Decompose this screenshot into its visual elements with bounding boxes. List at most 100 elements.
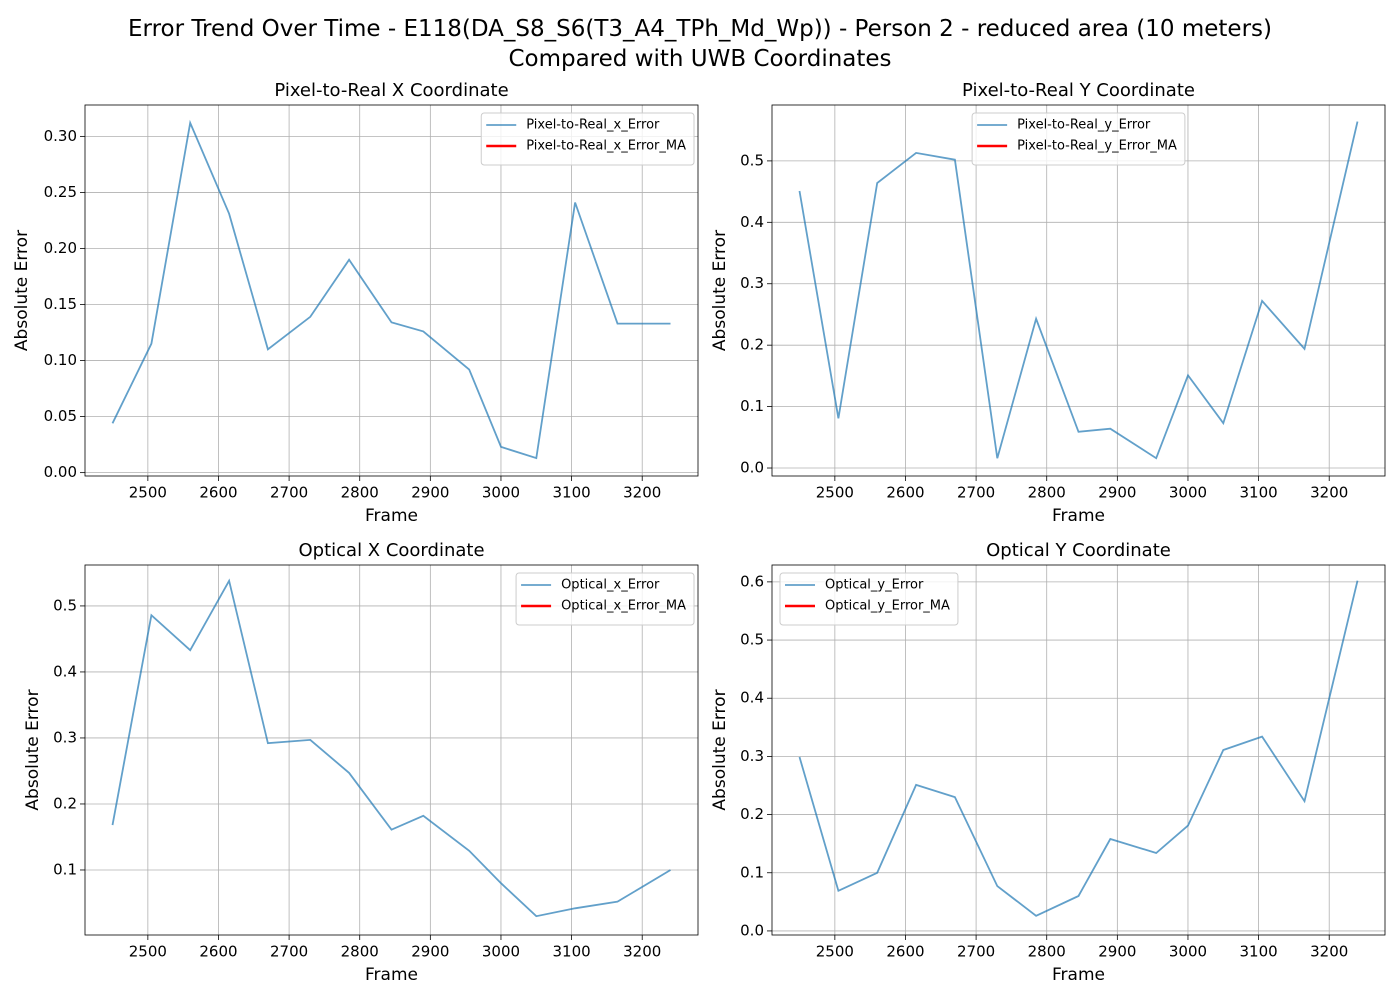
y-tick-label: 0.3 bbox=[53, 728, 77, 746]
legend-label: Pixel-to-Real_x_Error_MA bbox=[526, 139, 686, 154]
x-axis-label: Frame bbox=[365, 506, 418, 526]
axes-frame bbox=[771, 104, 1386, 477]
x-tick-label: 2600 bbox=[886, 943, 924, 961]
subplot: 2500 2600 2700 2800 2900 3000 3100 3200 0.00 0.05… bbox=[12, 80, 699, 526]
legend-label: Optical_y_Error_MA bbox=[825, 599, 950, 614]
x-axis-label: Frame bbox=[1052, 506, 1105, 526]
figure-title: Error Trend Over Time - E118(DA_S8_S6(T3… bbox=[128, 16, 1272, 72]
x-tick-label: 3100 bbox=[1239, 484, 1277, 502]
x-tick-label: 3200 bbox=[623, 484, 661, 502]
legend-label: Optical_x_Error bbox=[561, 578, 660, 593]
subplot: 2500 2600 2700 2800 2900 3000 3100 3200 0.0 0.1 0.… bbox=[710, 540, 1386, 985]
x-tick-label: 3100 bbox=[552, 943, 590, 961]
x-tick-label: 2700 bbox=[957, 943, 995, 961]
y-tick-label: 0.0 bbox=[740, 921, 764, 939]
x-tick-label: 2900 bbox=[411, 943, 449, 961]
y-axis-label: Absolute Error bbox=[710, 689, 730, 810]
y-tick-label: 0.20 bbox=[44, 239, 77, 257]
x-tick-label: 2500 bbox=[129, 943, 167, 961]
y-tick-label: 0.4 bbox=[53, 662, 77, 680]
y-tick-label: 0.2 bbox=[53, 794, 77, 812]
series-line bbox=[798, 580, 1359, 917]
x-tick-label: 2500 bbox=[816, 484, 854, 502]
x-tick-label: 2600 bbox=[199, 943, 237, 961]
y-tick-label: 0.1 bbox=[740, 397, 764, 415]
subplot: 2500 2600 2700 2800 2900 3000 3100 3200 0.0 0.1 0.… bbox=[710, 80, 1386, 526]
x-tick-label: 2900 bbox=[411, 484, 449, 502]
y-tick-label: 0.00 bbox=[44, 463, 77, 481]
y-tick-label: 0.2 bbox=[740, 336, 764, 354]
legend-label: Optical_y_Error bbox=[825, 578, 924, 593]
y-tick-label: 0.15 bbox=[44, 295, 77, 313]
legend-frame bbox=[779, 572, 959, 626]
subplot-title: Optical Y Coordinate bbox=[986, 540, 1171, 561]
x-tick-label: 3200 bbox=[623, 943, 661, 961]
legend: Optical_x_Error Optical_x_Error_MA bbox=[515, 572, 695, 626]
y-tick-label: 0.5 bbox=[53, 596, 77, 614]
x-tick-label: 3100 bbox=[1239, 943, 1277, 961]
x-tick-label: 3200 bbox=[1310, 484, 1348, 502]
subplot: 2500 2600 2700 2800 2900 3000 3100 3200 0.1 0.2 0.… bbox=[23, 540, 699, 985]
legend-frame bbox=[515, 572, 695, 626]
legend: Pixel-to-Real_x_Error Pixel-to-Real_x_Err… bbox=[480, 112, 695, 166]
subplot-title: Pixel-to-Real Y Coordinate bbox=[962, 80, 1195, 101]
y-tick-label: 0.25 bbox=[44, 183, 77, 201]
x-tick-label: 3000 bbox=[1169, 484, 1207, 502]
y-tick-label: 0.10 bbox=[44, 351, 77, 369]
legend: Optical_y_Error Optical_y_Error_MA bbox=[779, 572, 959, 626]
series-line bbox=[111, 119, 671, 460]
legend-label: Pixel-to-Real_y_Error bbox=[1017, 118, 1151, 133]
legend-label: Optical_x_Error_MA bbox=[561, 599, 686, 614]
subplot-title: Optical X Coordinate bbox=[298, 540, 484, 561]
x-tick-label: 2800 bbox=[1028, 484, 1066, 502]
x-axis-label: Frame bbox=[1052, 965, 1105, 985]
plot-area bbox=[85, 565, 698, 935]
x-tick-label: 2500 bbox=[816, 943, 854, 961]
x-tick-label: 3200 bbox=[1310, 943, 1348, 961]
legend-label: Pixel-to-Real_y_Error_MA bbox=[1017, 139, 1177, 154]
y-tick-label: 0.5 bbox=[740, 151, 764, 169]
x-tick-label: 2800 bbox=[341, 943, 379, 961]
plot-area bbox=[772, 105, 1385, 476]
x-tick-label: 2700 bbox=[957, 484, 995, 502]
x-tick-label: 2800 bbox=[1028, 943, 1066, 961]
x-tick-label: 2700 bbox=[270, 943, 308, 961]
x-tick-label: 2600 bbox=[199, 484, 237, 502]
y-axis-label: Absolute Error bbox=[12, 230, 32, 351]
y-tick-label: 0.6 bbox=[740, 572, 764, 590]
legend: Pixel-to-Real_y_Error Pixel-to-Real_y_Err… bbox=[971, 112, 1186, 166]
axes-frame bbox=[84, 104, 699, 477]
y-tick-label: 0.3 bbox=[740, 747, 764, 765]
legend-label: Pixel-to-Real_x_Error bbox=[526, 118, 660, 133]
y-tick-label: 0.3 bbox=[740, 274, 764, 292]
plot-area bbox=[85, 105, 698, 476]
x-tick-label: 3000 bbox=[482, 943, 520, 961]
axes-frame bbox=[771, 564, 1386, 936]
x-tick-label: 2900 bbox=[1098, 484, 1136, 502]
y-axis-label: Absolute Error bbox=[710, 230, 730, 351]
y-tick-label: 0.1 bbox=[53, 860, 77, 878]
y-tick-label: 0.2 bbox=[740, 805, 764, 823]
x-tick-label: 3100 bbox=[552, 484, 590, 502]
legend-frame bbox=[480, 112, 695, 166]
x-tick-label: 2900 bbox=[1098, 943, 1136, 961]
x-tick-label: 2600 bbox=[886, 484, 924, 502]
legend-frame bbox=[971, 112, 1186, 166]
y-tick-label: 0.4 bbox=[740, 689, 764, 707]
y-tick-label: 0.30 bbox=[44, 127, 77, 145]
subplot-title: Pixel-to-Real X Coordinate bbox=[274, 80, 508, 101]
x-tick-label: 3000 bbox=[1169, 943, 1207, 961]
y-tick-label: 0.5 bbox=[740, 631, 764, 649]
x-tick-label: 2700 bbox=[270, 484, 308, 502]
series-line bbox=[111, 578, 671, 918]
y-tick-label: 0.05 bbox=[44, 407, 77, 425]
x-tick-label: 2800 bbox=[341, 484, 379, 502]
axes-frame bbox=[84, 564, 699, 936]
y-tick-label: 0.4 bbox=[740, 213, 764, 231]
y-tick-label: 0.0 bbox=[740, 459, 764, 477]
y-axis-label: Absolute Error bbox=[23, 689, 43, 810]
x-axis-label: Frame bbox=[365, 965, 418, 985]
x-tick-label: 3000 bbox=[482, 484, 520, 502]
